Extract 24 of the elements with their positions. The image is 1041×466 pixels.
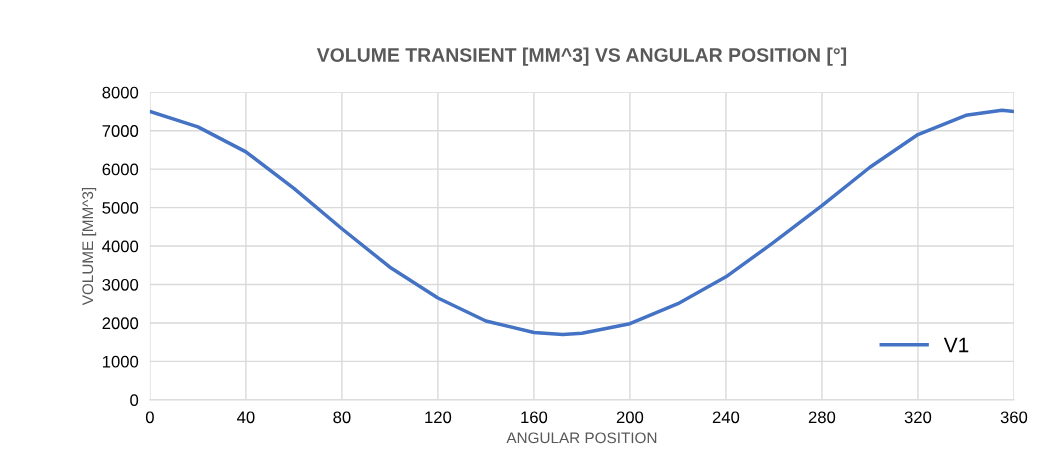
chart-title: VOLUME TRANSIENT [MM^3] VS ANGULAR POSITION [°] [316,47,847,66]
x-tick-label: 80 [333,411,351,424]
x-tick-label: 280 [808,411,836,424]
x-tick-label: 240 [712,411,740,424]
x-axis-title: ANGULAR POSITION [506,432,657,444]
y-tick-label: 8000 [102,86,139,99]
y-tick-label: 2000 [102,317,139,330]
x-tick-label: 200 [616,411,644,424]
x-tick-label: 40 [237,411,255,424]
y-tick-label: 7000 [102,125,139,137]
y-tick-label: 0 [130,394,139,407]
y-tick-label: 1000 [102,355,139,368]
legend-label: V1 [943,337,969,353]
y-axis-title: VOLUME [MM^3] [81,187,97,306]
y-tick-label: 4000 [102,240,139,253]
y-tick-label: 5000 [102,202,139,214]
y-tick-label: 3000 [102,278,139,291]
x-tick-label: 320 [904,411,932,424]
x-tick-label: 160 [521,411,548,424]
x-tick-label: 0 [145,411,154,424]
x-tick-label: 360 [1000,411,1028,424]
x-tick-label: 120 [425,411,452,424]
line-series [149,108,1014,337]
y-tick-label: 6000 [102,163,139,176]
